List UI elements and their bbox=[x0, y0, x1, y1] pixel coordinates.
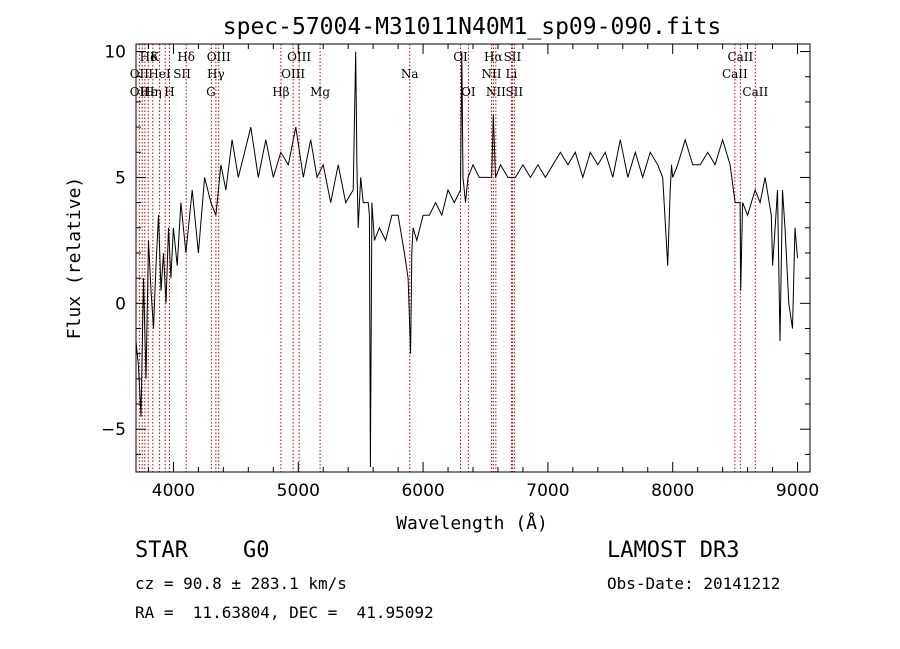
redshift-text: cz = 90.8 ± 283.1 km/s bbox=[135, 574, 347, 593]
line-label: OIII bbox=[281, 67, 305, 81]
x-tick-label: 7000 bbox=[526, 481, 569, 501]
line-label: H bbox=[164, 85, 174, 99]
line-label: OI bbox=[453, 50, 468, 64]
line-label: OII bbox=[130, 67, 150, 81]
y-axis-label: Flux (relative) bbox=[64, 177, 85, 340]
y-tick-label: 5 bbox=[115, 168, 126, 188]
coordinates: RA = 11.63804, DEC = 41.95092 bbox=[135, 603, 434, 622]
line-label: SII bbox=[504, 50, 522, 64]
line-label: OI bbox=[461, 85, 476, 99]
x-axis-label: Wavelength (Å) bbox=[396, 512, 548, 534]
line-label: OII bbox=[130, 85, 150, 99]
line-label: OIII bbox=[287, 50, 311, 64]
object-subclass: G0 bbox=[243, 538, 270, 563]
line-label: NII bbox=[481, 67, 501, 81]
line-label: Hε bbox=[140, 85, 157, 99]
line-label: CaII bbox=[742, 85, 768, 99]
line-markers bbox=[138, 44, 756, 472]
spectrum-line bbox=[135, 51, 798, 468]
survey-name: LAMOST DR3 bbox=[607, 538, 740, 563]
line-label: G bbox=[206, 85, 216, 99]
line-label: Hγ bbox=[207, 67, 225, 81]
line-label: Na bbox=[401, 67, 419, 81]
line-label: Hβ bbox=[272, 85, 289, 99]
y-tick-label: 10 bbox=[104, 43, 126, 63]
x-tick-label: 6000 bbox=[401, 481, 444, 501]
plot-frame bbox=[135, 43, 811, 473]
line-label: Mg bbox=[310, 85, 330, 99]
x-tick-label: 5000 bbox=[277, 481, 320, 501]
line-label: Li bbox=[506, 67, 518, 81]
x-tick-label: 8000 bbox=[651, 481, 694, 501]
obs-date: Obs-Date: 20141212 bbox=[607, 574, 781, 593]
line-label: K bbox=[150, 50, 160, 64]
line-label: Hη bbox=[144, 85, 162, 99]
line-label: NII bbox=[486, 85, 506, 99]
chart-title: spec-57004-M31011N40M1_sp09-090.fits bbox=[223, 14, 722, 40]
axis-ticks: 4000 5000 6000 7000 8000 9000 −5 0 5 10 bbox=[101, 43, 819, 501]
line-label: SII bbox=[505, 85, 523, 99]
line-label: CaII bbox=[722, 67, 748, 81]
x-tick-label: 9000 bbox=[776, 481, 819, 501]
y-tick-label: 0 bbox=[115, 294, 126, 314]
x-tick-label: 4000 bbox=[152, 481, 195, 501]
line-label: Hδ bbox=[177, 50, 195, 64]
line-label: HeI bbox=[148, 67, 171, 81]
line-label: CaII bbox=[727, 50, 753, 64]
line-label: Hδ bbox=[140, 50, 158, 64]
spectrum-series bbox=[135, 51, 798, 468]
object-class: STAR bbox=[135, 538, 188, 563]
line-label: OIII bbox=[207, 50, 231, 64]
line-label: SII bbox=[173, 67, 191, 81]
y-tick-label: −5 bbox=[101, 420, 126, 440]
line-label: Hα bbox=[484, 50, 503, 64]
